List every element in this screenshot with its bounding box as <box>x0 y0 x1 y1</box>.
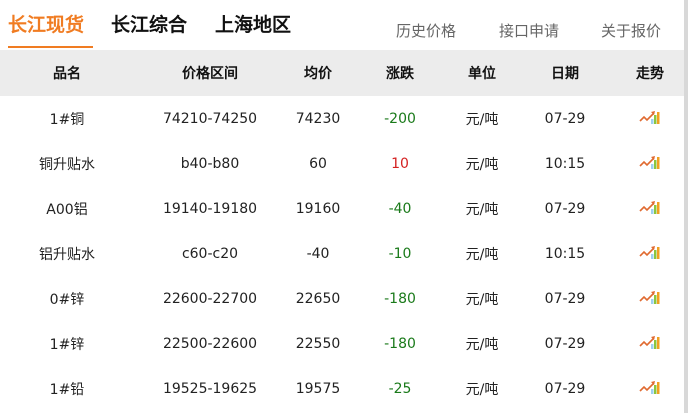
column-header: 均价 <box>286 50 350 96</box>
trend-chart-icon[interactable] <box>639 380 661 394</box>
cell: -200 <box>384 110 416 127</box>
cell: c60-c20 <box>181 245 239 262</box>
trend-chart-icon[interactable] <box>639 335 661 349</box>
cell: 10 <box>391 155 409 172</box>
table-row: 1#锌 22500-22600 22550 -180 元/吨 07-29 <box>0 321 684 366</box>
cell: 元/吨 <box>465 246 499 263</box>
trend-cell[interactable] <box>616 231 684 276</box>
cell: 铝升贴水 <box>39 246 95 263</box>
trend-chart-icon[interactable] <box>639 155 661 169</box>
table-row: 铜升贴水 b40-b80 60 10 元/吨 10:15 <box>0 141 684 186</box>
cell: 元/吨 <box>465 156 499 173</box>
cell: 22650 <box>295 290 341 307</box>
cell: 19160 <box>295 200 341 217</box>
cell: A00铝 <box>46 201 88 218</box>
trend-chart-icon[interactable] <box>639 245 661 259</box>
cell: 19525-19625 <box>162 380 258 397</box>
cell: 07-29 <box>544 200 586 217</box>
cell: 07-29 <box>544 335 586 352</box>
tab-changjiang-spot[interactable]: 长江现货 <box>8 14 85 36</box>
trend-cell[interactable] <box>616 276 684 321</box>
column-header: 涨跌 <box>350 50 450 96</box>
table-row: A00铝 19140-19180 19160 -40 元/吨 07-29 <box>0 186 684 231</box>
active-tab-indicator <box>8 46 93 48</box>
cell: 元/吨 <box>465 201 499 218</box>
price-table: 品名 价格区间 均价 涨跌 单位 日期 走势 1#铜 74210-74250 74230 -200… <box>0 50 684 411</box>
cell: 元/吨 <box>465 336 499 353</box>
scrollbar[interactable] <box>684 0 688 413</box>
cell: -180 <box>384 335 416 352</box>
table-row: 铝升贴水 c60-c20 -40 -10 元/吨 10:15 <box>0 231 684 276</box>
cell: 07-29 <box>544 110 586 127</box>
cell: 1#铜 <box>49 111 85 128</box>
cell: 元/吨 <box>465 111 499 128</box>
cell: 19140-19180 <box>162 200 258 217</box>
column-header: 单位 <box>450 50 514 96</box>
cell: 19575 <box>295 380 341 397</box>
about-quote-link[interactable]: 关于报价 <box>601 22 662 40</box>
cell: 22550 <box>295 335 341 352</box>
trend-cell[interactable] <box>616 186 684 231</box>
column-header: 品名 <box>0 50 134 96</box>
column-header: 走势 <box>616 50 684 96</box>
trend-cell[interactable] <box>616 96 684 141</box>
cell: 07-29 <box>544 290 586 307</box>
cell: 74210-74250 <box>162 110 258 127</box>
cell: -180 <box>384 290 416 307</box>
cell: 元/吨 <box>465 381 499 398</box>
cell: 07-29 <box>544 380 586 397</box>
trend-cell[interactable] <box>616 321 684 366</box>
cell: 22500-22600 <box>162 335 258 352</box>
cell: 10:15 <box>544 155 586 172</box>
trend-cell[interactable] <box>616 141 684 186</box>
cell: 22600-22700 <box>162 290 258 307</box>
table-row: 1#铅 19525-19625 19575 -25 元/吨 07-29 <box>0 366 684 411</box>
cell: -25 <box>388 380 412 397</box>
trend-chart-icon[interactable] <box>639 110 661 124</box>
api-apply-link[interactable]: 接口申请 <box>499 22 560 40</box>
cell: 60 <box>309 155 327 172</box>
tab-shanghai[interactable]: 上海地区 <box>215 14 292 36</box>
cell: 10:15 <box>544 245 586 262</box>
tab-changjiang-composite[interactable]: 长江综合 <box>111 14 188 36</box>
trend-chart-icon[interactable] <box>639 290 661 304</box>
table-row: 0#锌 22600-22700 22650 -180 元/吨 07-29 <box>0 276 684 321</box>
cell: -40 <box>306 245 330 262</box>
cell: -40 <box>388 200 412 217</box>
tab-bar: 长江现货 长江综合 上海地区 历史价格 接口申请 关于报价 <box>0 0 684 50</box>
table-row: 1#铜 74210-74250 74230 -200 元/吨 07-29 <box>0 96 684 141</box>
column-header: 价格区间 <box>134 50 286 96</box>
cell: -10 <box>388 245 412 262</box>
cell: b40-b80 <box>180 155 240 172</box>
trend-chart-icon[interactable] <box>639 200 661 214</box>
cell: 1#铅 <box>49 381 85 398</box>
cell: 铜升贴水 <box>39 156 95 173</box>
cell: 1#锌 <box>49 336 85 353</box>
column-header: 日期 <box>514 50 616 96</box>
cell: 0#锌 <box>49 291 85 308</box>
cell: 元/吨 <box>465 291 499 308</box>
cell: 74230 <box>295 110 341 127</box>
trend-cell[interactable] <box>616 366 684 411</box>
history-price-link[interactable]: 历史价格 <box>396 22 457 40</box>
